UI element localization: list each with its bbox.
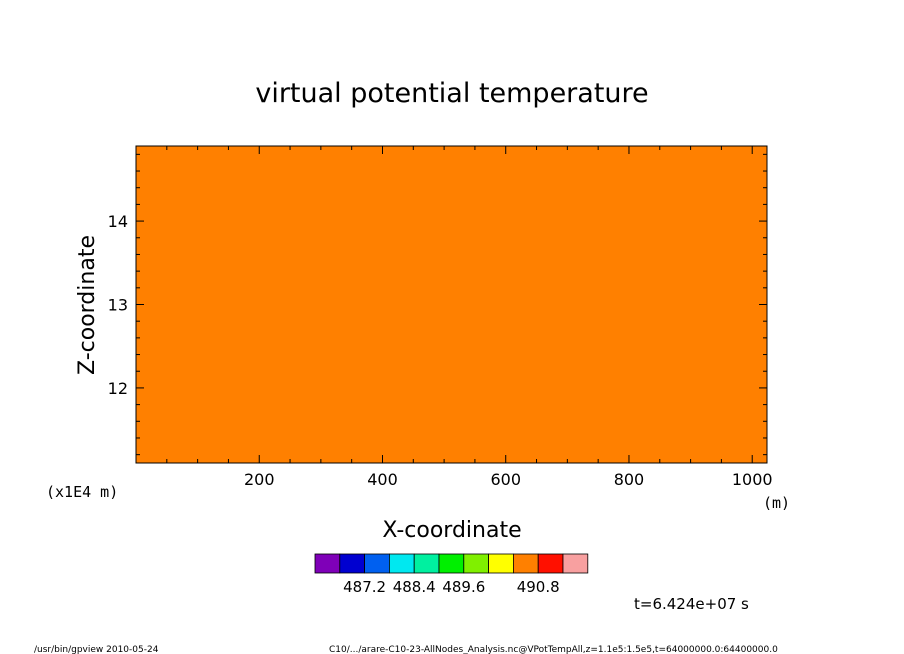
y-tick-label: 12 [108,379,128,398]
x-tick-label: 1000 [732,470,773,489]
x-tick-label: 800 [614,470,645,489]
x-scale-note: (x1E4 m) [46,483,118,501]
colorbar-cell [438,553,465,574]
colorbar-cell [562,553,589,574]
footer-right: C10/.../arare-C10-23-AllNodes_Analysis.n… [329,645,778,654]
axis-ticks: 200 400 600 800 1000 12 13 14 [108,146,773,489]
footer-left: /usr/bin/gpview 2010-05-24 [34,645,159,654]
colorbar: 487.2 488.4 489.6 490.8 [314,553,589,596]
colorbar-cell [388,553,415,574]
colorbar-tick-label: 487.2 [343,578,386,596]
colorbar-tick-label: 488.4 [393,578,436,596]
y-tick-label: 14 [108,212,128,231]
x-unit-label: (m) [763,494,790,512]
chart-title: virtual potential temperature [255,78,648,109]
colorbar-tick-label: 489.6 [442,578,485,596]
colorbar-tick-label: 490.8 [517,578,560,596]
contour-bands [136,146,767,463]
colorbar-cell [488,553,514,574]
contour-band-7 [136,146,767,463]
contour-band-top-edge [136,146,767,157]
x-tick-label: 400 [367,470,398,489]
colorbar-cell [463,553,489,574]
colorbar-cell [413,553,440,574]
x-axis-label: X-coordinate [382,518,521,543]
y-axis-label: Z-coordinate [75,235,100,375]
time-label: t=6.424e+07 s [634,595,749,613]
y-tick-label: 13 [108,296,128,315]
x-tick-label: 200 [244,470,275,489]
colorbar-cell [314,553,341,574]
colorbar-cell [364,553,390,574]
colorbar-cell [339,553,365,574]
colorbar-cell [513,553,539,574]
x-tick-label: 600 [490,470,521,489]
colorbar-cell [537,553,564,574]
